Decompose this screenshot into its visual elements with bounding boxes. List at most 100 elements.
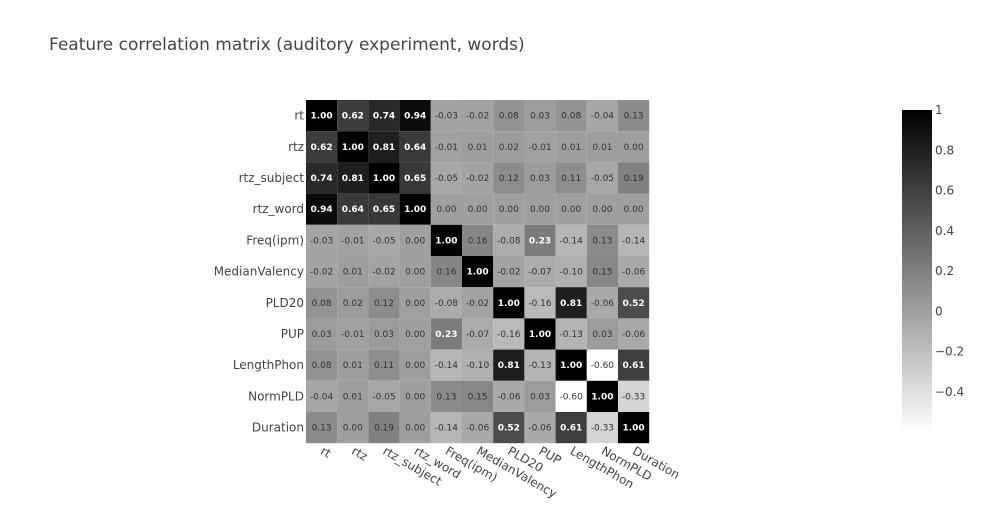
heatmap-cell xyxy=(493,131,525,163)
cell-value-label: 0.01 xyxy=(561,143,581,153)
cell-value-label: 0.81 xyxy=(560,299,582,309)
cell-value-label: -0.04 xyxy=(310,392,334,402)
cell-value-label: 0.08 xyxy=(499,112,519,122)
cell-value-label: 0.08 xyxy=(312,361,332,371)
heatmap-cell xyxy=(368,224,400,256)
cell-value-label: 1.00 xyxy=(435,236,457,246)
y-tick-label: NormPLD xyxy=(248,389,304,403)
heatmap-cell xyxy=(306,162,338,194)
heatmap-cell xyxy=(555,131,587,163)
heatmap-cell xyxy=(586,380,618,412)
heatmap-cell xyxy=(337,318,369,350)
cell-value-label: -0.16 xyxy=(528,299,552,309)
heatmap-cell xyxy=(399,224,431,256)
cell-value-label: 1.00 xyxy=(404,205,426,215)
cell-value-label: 0.23 xyxy=(435,330,457,340)
heatmap-cell xyxy=(555,318,587,350)
cell-value-label: -0.04 xyxy=(591,112,615,122)
cell-value-label: 0.02 xyxy=(343,299,363,309)
colorbar-tick-label: 0.2 xyxy=(935,264,954,278)
heatmap-cell xyxy=(462,193,494,225)
heatmap-cell xyxy=(493,193,525,225)
heatmap-cell xyxy=(493,318,525,350)
heatmap-cell xyxy=(493,256,525,288)
cell-value-label: -0.05 xyxy=(372,392,395,402)
cell-value-label: -0.14 xyxy=(560,236,584,246)
y-tick-label: rtz xyxy=(288,140,304,154)
colorbar: 1 0.8 0.6 0.4 0.2 0 −0.2 −0.4 xyxy=(902,103,964,432)
cell-value-label: 0.03 xyxy=(530,392,550,402)
heatmap-cell xyxy=(399,380,431,412)
heatmap-cell xyxy=(586,412,618,444)
heatmap-cell xyxy=(618,349,650,381)
cell-value-label: 0.94 xyxy=(310,205,332,215)
cell-value-label: 0.62 xyxy=(310,143,332,153)
heatmap-cell xyxy=(462,131,494,163)
cell-value-label: 0.08 xyxy=(312,299,332,309)
cell-value-label: -0.01 xyxy=(341,330,364,340)
heatmap-cell xyxy=(368,349,400,381)
cell-value-label: 0.02 xyxy=(499,143,519,153)
cell-value-label: 0.94 xyxy=(404,112,426,122)
heatmap-cell xyxy=(586,193,618,225)
cell-value-label: -0.07 xyxy=(466,330,489,340)
heatmap-cell xyxy=(462,287,494,319)
cell-value-label: 0.08 xyxy=(561,112,581,122)
y-tick-label: LengthPhon xyxy=(233,358,304,372)
cell-value-label: 0.11 xyxy=(561,174,581,184)
cell-value-label: 1.00 xyxy=(310,112,332,122)
heatmap-cell xyxy=(524,162,556,194)
heatmap-cell xyxy=(306,224,338,256)
cell-value-label: 0.13 xyxy=(436,392,456,402)
heatmap-cell xyxy=(337,193,369,225)
cell-value-label: -0.06 xyxy=(497,392,521,402)
cell-value-label: 0.00 xyxy=(405,268,425,278)
heatmap-cell xyxy=(337,131,369,163)
heatmap-cell xyxy=(586,100,618,132)
heatmap-cells: 1.00 0.62 0.74 0.94 -0.03 -0.02 0.08 0.03 0.08 -0… xyxy=(306,100,650,444)
heatmap-cell xyxy=(399,412,431,444)
cell-value-label: 0.00 xyxy=(405,236,425,246)
cell-value-label: 0.00 xyxy=(592,205,612,215)
cell-value-label: -0.06 xyxy=(622,330,646,340)
heatmap-cell xyxy=(368,256,400,288)
heatmap-cell xyxy=(524,349,556,381)
heatmap-cell xyxy=(306,318,338,350)
cell-value-label: 0.00 xyxy=(499,205,519,215)
heatmap-cell xyxy=(493,349,525,381)
cell-value-label: -0.10 xyxy=(560,268,584,278)
heatmap-cell xyxy=(337,100,369,132)
heatmap-cell xyxy=(618,162,650,194)
heatmap-cell xyxy=(399,193,431,225)
heatmap-cell xyxy=(555,100,587,132)
heatmap-cell xyxy=(462,318,494,350)
cell-value-label: 0.00 xyxy=(561,205,581,215)
heatmap-cell xyxy=(337,224,369,256)
cell-value-label: 0.19 xyxy=(624,174,644,184)
heatmap-cell xyxy=(368,412,400,444)
cell-value-label: 0.00 xyxy=(530,205,550,215)
heatmap-cell xyxy=(555,162,587,194)
cell-value-label: -0.14 xyxy=(622,236,646,246)
heatmap-cell xyxy=(368,131,400,163)
colorbar-tick-label: 0 xyxy=(935,304,943,318)
cell-value-label: -0.01 xyxy=(528,143,551,153)
cell-value-label: 0.81 xyxy=(373,143,395,153)
cell-value-label: 0.03 xyxy=(374,330,394,340)
x-tick-label: rtz xyxy=(349,444,370,464)
cell-value-label: -0.08 xyxy=(497,236,521,246)
cell-value-label: -0.03 xyxy=(435,112,458,122)
cell-value-label: 0.01 xyxy=(343,268,363,278)
heatmap-cell xyxy=(618,256,650,288)
heatmap-cell xyxy=(368,380,400,412)
heatmap-cell xyxy=(618,380,650,412)
heatmap-cell xyxy=(306,131,338,163)
heatmap-cell xyxy=(368,100,400,132)
cell-value-label: 0.13 xyxy=(592,236,612,246)
cell-value-label: 0.03 xyxy=(530,112,550,122)
cell-value-label: 0.15 xyxy=(592,268,612,278)
heatmap-cell xyxy=(430,287,462,319)
cell-value-label: -0.01 xyxy=(435,143,458,153)
cell-value-label: 0.64 xyxy=(404,143,426,153)
cell-value-label: -0.33 xyxy=(622,392,645,402)
